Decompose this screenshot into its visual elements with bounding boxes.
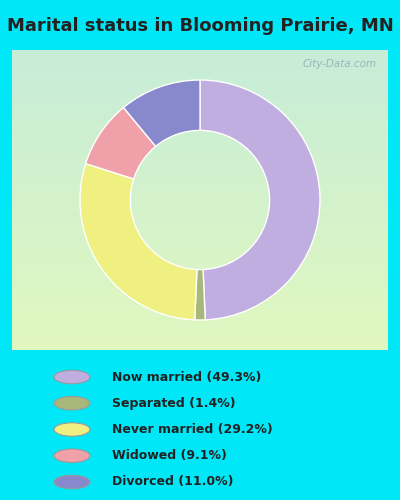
Text: Marital status in Blooming Prairie, MN: Marital status in Blooming Prairie, MN xyxy=(7,17,393,35)
Circle shape xyxy=(54,449,90,462)
Circle shape xyxy=(54,423,90,436)
Wedge shape xyxy=(86,108,156,179)
Wedge shape xyxy=(200,80,320,320)
Wedge shape xyxy=(80,164,197,320)
Circle shape xyxy=(54,370,90,384)
Text: City-Data.com: City-Data.com xyxy=(302,59,377,69)
Text: Never married (29.2%): Never married (29.2%) xyxy=(112,423,273,436)
Text: Now married (49.3%): Now married (49.3%) xyxy=(112,370,261,384)
Circle shape xyxy=(54,475,90,489)
Text: Separated (1.4%): Separated (1.4%) xyxy=(112,397,236,410)
Circle shape xyxy=(54,396,90,410)
Text: Divorced (11.0%): Divorced (11.0%) xyxy=(112,476,234,488)
Wedge shape xyxy=(195,270,205,320)
Wedge shape xyxy=(124,80,200,146)
Text: Widowed (9.1%): Widowed (9.1%) xyxy=(112,449,227,462)
